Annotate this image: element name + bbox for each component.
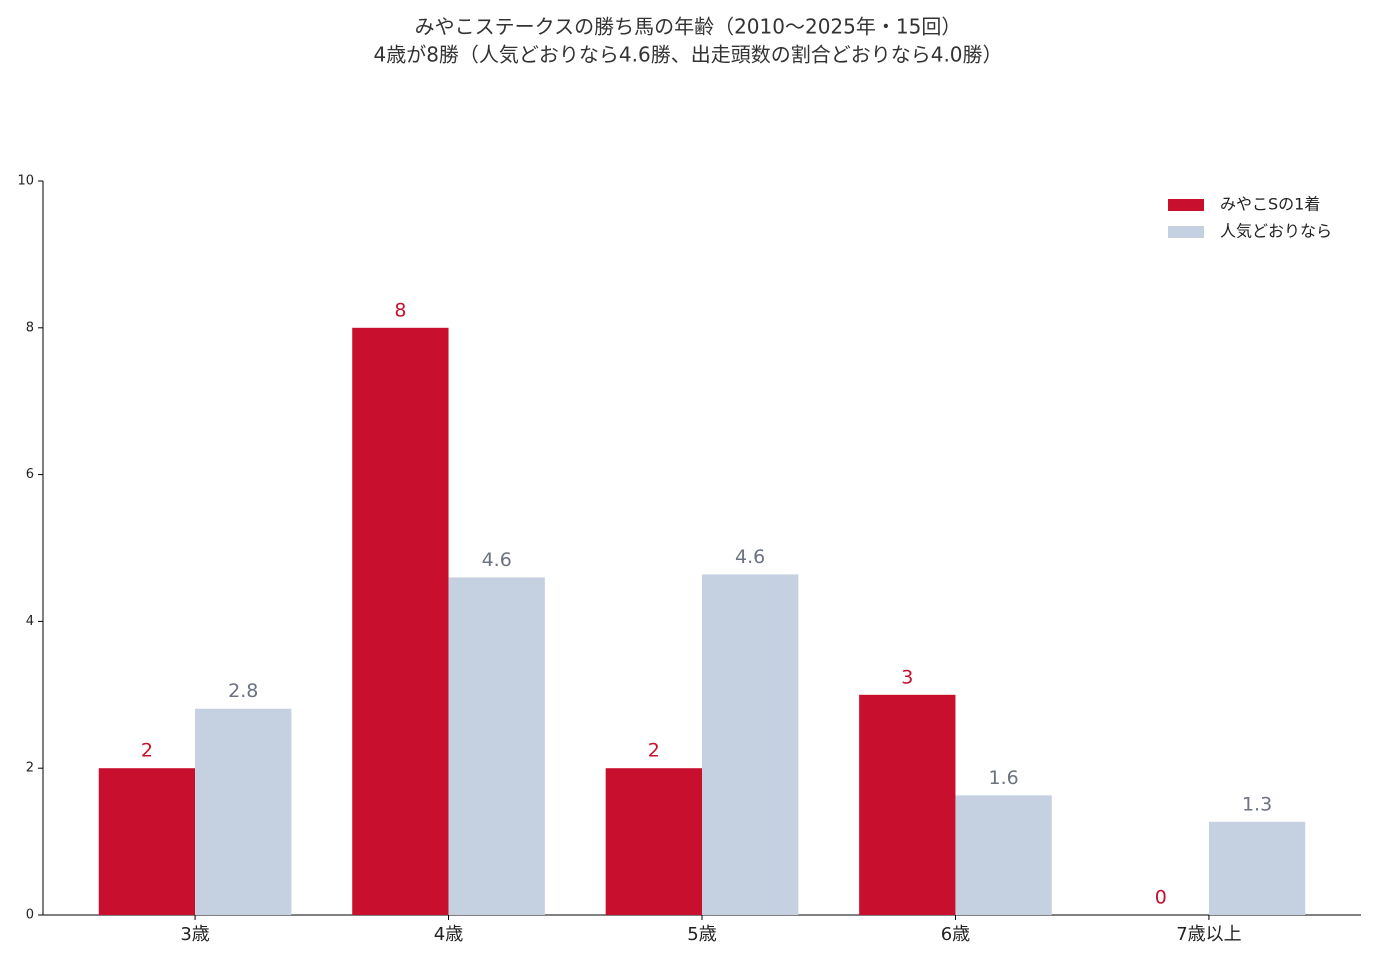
bar [448,577,545,915]
x-tick-label: 5歳 [687,924,716,945]
bar [1208,821,1306,915]
legend-label: 人気どおりなら [1220,222,1332,241]
y-tick-label: 6 [26,467,34,482]
value-label: 1.6 [989,767,1019,789]
bar [98,768,196,915]
value-label: 2 [648,740,660,762]
x-tick-label: 7歳以上 [1176,924,1241,945]
y-tick-label: 4 [26,614,34,629]
chart-subtitle: 4歳が8勝（人気どおりなら4.6勝、出走頭数の割合どおりなら4.0勝） [373,43,1002,67]
bar [605,768,702,915]
value-label: 4.6 [482,549,512,571]
value-label: 2 [141,740,153,762]
y-tick-label: 10 [17,174,34,189]
bar [859,694,956,915]
y-tick-label: 2 [26,761,34,776]
x-tick-label: 3歳 [180,924,209,945]
bar [352,327,449,915]
value-label: 2.8 [228,680,258,702]
chart-title: みやこステークスの勝ち馬の年齢（2010〜2025年・15回） [415,15,962,39]
legend-swatch [1168,226,1204,238]
value-label: 3 [901,666,913,688]
x-tick-label: 4歳 [434,924,463,945]
bar [955,795,1052,915]
value-label: 0 [1155,887,1167,909]
y-tick-label: 0 [26,908,34,923]
value-label: 8 [394,299,406,321]
value-label: 1.3 [1242,793,1272,815]
x-tick-label: 6歳 [941,924,970,945]
legend-label: みやこSの1着 [1220,195,1320,214]
bar [702,574,799,915]
y-tick-label: 8 [26,320,34,335]
legend-swatch [1168,199,1204,211]
value-label: 4.6 [735,546,765,568]
bar [195,708,292,915]
